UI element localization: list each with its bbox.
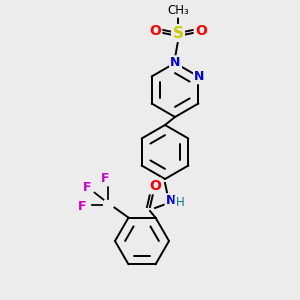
- Text: N: N: [194, 70, 205, 83]
- Text: CH₃: CH₃: [167, 4, 189, 16]
- Text: S: S: [172, 26, 184, 40]
- Text: N: N: [166, 194, 176, 208]
- Text: F: F: [101, 172, 110, 185]
- Text: O: O: [195, 24, 207, 38]
- Text: O: O: [149, 179, 161, 193]
- Text: H: H: [176, 196, 184, 209]
- Text: N: N: [170, 56, 181, 70]
- Text: F: F: [78, 200, 87, 213]
- Text: O: O: [149, 24, 161, 38]
- Text: F: F: [83, 181, 92, 194]
